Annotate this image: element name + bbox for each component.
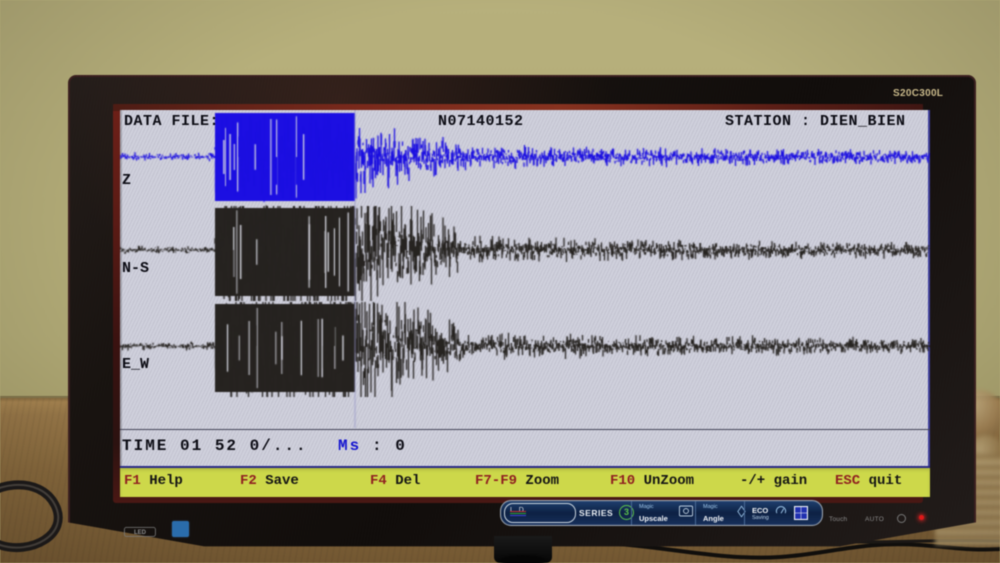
svg-text:LED: LED <box>134 530 147 536</box>
